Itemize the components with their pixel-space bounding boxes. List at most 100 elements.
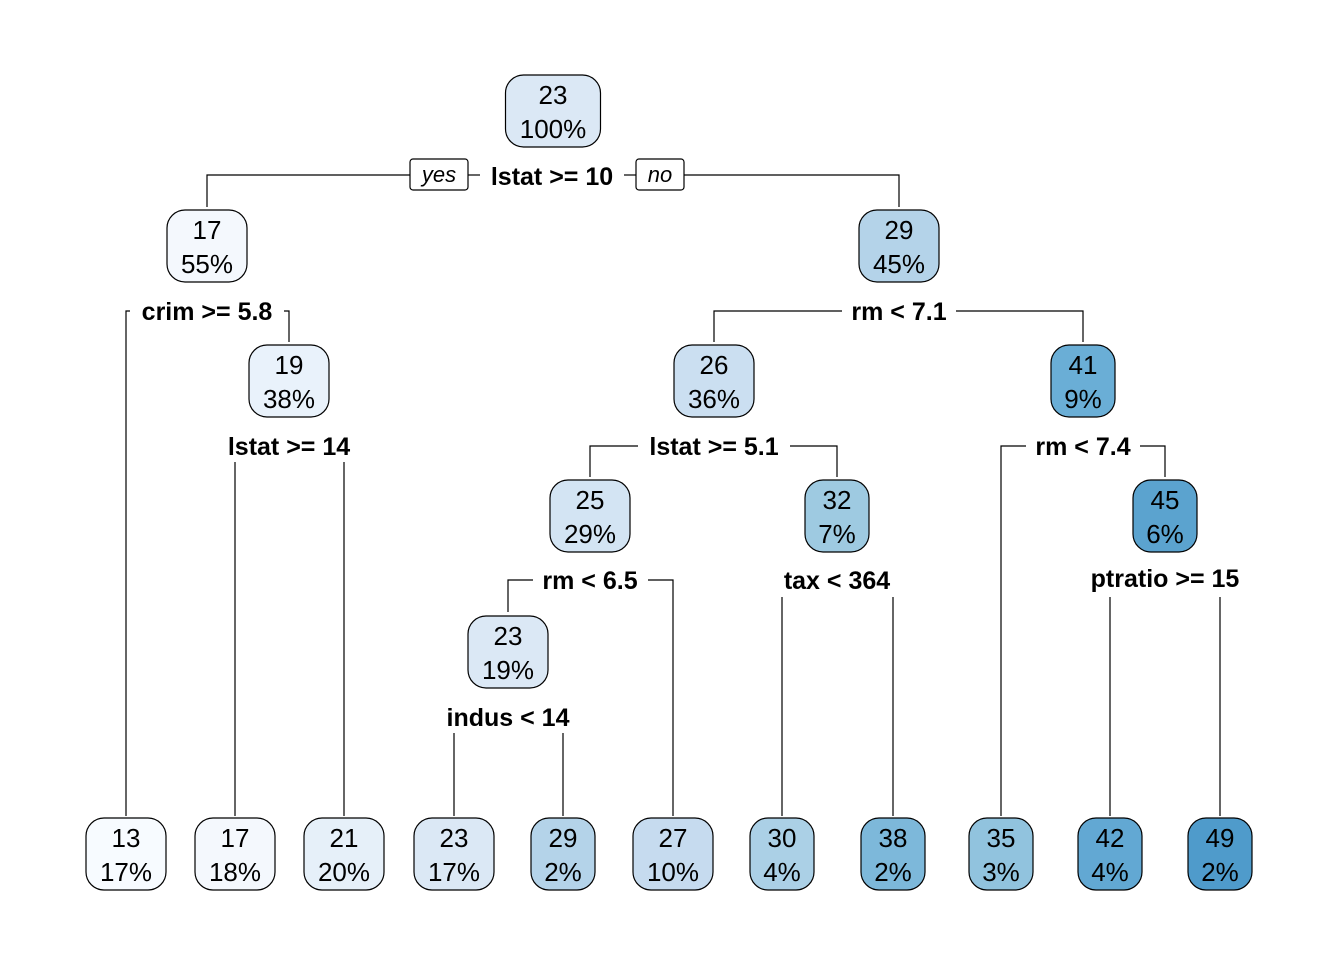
split-root: lstat >= 10 — [491, 163, 613, 191]
leaf-l35-box — [968, 817, 1034, 891]
leaf-l29-box — [530, 817, 596, 891]
split-n25: rm < 6.5 — [542, 567, 637, 595]
split-n45: ptratio >= 15 — [1091, 565, 1240, 593]
edge-n25-left — [507, 579, 533, 612]
node-n19-box — [248, 344, 330, 418]
edge-n25-right — [648, 579, 674, 816]
leaf-l13-box — [85, 817, 167, 891]
leaf-l30-box — [749, 817, 815, 891]
split-n26: lstat >= 5.1 — [649, 433, 778, 461]
leaf-l13-value: 13 — [112, 823, 141, 853]
leaf-l49-value: 49 — [1206, 823, 1235, 853]
edge-n17-left — [125, 310, 130, 816]
leaf-l17-box — [194, 817, 276, 891]
node-n41-value: 41 — [1069, 350, 1098, 380]
leaf-l38-value: 38 — [879, 823, 908, 853]
edge-root-right — [684, 174, 900, 207]
node-n26-box — [673, 344, 755, 418]
split-labels: lstat >= 10 crim >= 5.8 rm < 7.1 lstat >… — [142, 163, 1240, 732]
node-n45-percent: 6% — [1146, 519, 1184, 549]
leaf-l21-value: 21 — [330, 823, 359, 853]
node-n45: 45 6% — [1132, 479, 1198, 553]
node-n45-box — [1132, 479, 1198, 553]
node-root-box — [504, 74, 602, 148]
node-n19-percent: 38% — [263, 384, 315, 414]
leaf-l42-percent: 4% — [1091, 857, 1129, 887]
node-n26-percent: 36% — [688, 384, 740, 414]
node-n32: 32 7% — [804, 479, 870, 553]
node-n32-value: 32 — [823, 485, 852, 515]
leaf-l23-box — [413, 817, 495, 891]
leaf-l27: 27 10% — [632, 817, 714, 891]
yes-tag: yes — [409, 158, 469, 191]
node-n19: 19 38% — [248, 344, 330, 418]
node-root-value: 23 — [539, 80, 568, 110]
leaf-l29-value: 29 — [549, 823, 578, 853]
node-n25-percent: 29% — [564, 519, 616, 549]
edge-n29-right — [956, 310, 1084, 342]
leaf-l49-box — [1187, 817, 1253, 891]
leaf-l23-percent: 17% — [428, 857, 480, 887]
node-n19-value: 19 — [275, 350, 304, 380]
split-n41: rm < 7.4 — [1035, 433, 1130, 461]
node-n23b-box — [467, 615, 549, 689]
node-n29: 29 45% — [858, 209, 940, 283]
leaf-l49: 49 2% — [1187, 817, 1253, 891]
no-tag: no — [635, 158, 685, 191]
node-n25-value: 25 — [576, 485, 605, 515]
node-n25: 25 29% — [549, 479, 631, 553]
edge-n41-right — [1140, 445, 1166, 477]
node-n17-box — [166, 209, 248, 283]
node-n32-percent: 7% — [818, 519, 856, 549]
leaf-l23: 23 17% — [413, 817, 495, 891]
node-n26: 26 36% — [673, 344, 755, 418]
leaf-l42-box — [1077, 817, 1143, 891]
node-n17-percent: 55% — [181, 249, 233, 279]
node-root-percent: 100% — [520, 114, 587, 144]
leaf-l30-value: 30 — [768, 823, 797, 853]
node-n17: 17 55% — [166, 209, 248, 283]
node-n32-box — [804, 479, 870, 553]
split-n17: crim >= 5.8 — [142, 298, 273, 326]
split-n19: lstat >= 14 — [228, 433, 350, 461]
leaf-l27-percent: 10% — [647, 857, 699, 887]
edge-n41-left — [1000, 445, 1026, 816]
leaf-l42-value: 42 — [1096, 823, 1125, 853]
node-n29-box — [858, 209, 940, 283]
leaf-l42: 42 4% — [1077, 817, 1143, 891]
node-n17-value: 17 — [193, 215, 222, 245]
node-n29-value: 29 — [885, 215, 914, 245]
node-n23b-percent: 19% — [482, 655, 534, 685]
leaf-l17-percent: 18% — [209, 857, 261, 887]
node-n41-percent: 9% — [1064, 384, 1102, 414]
edge-n17-right — [284, 310, 290, 342]
leaf-l30: 30 4% — [749, 817, 815, 891]
node-n23b: 23 19% — [467, 615, 549, 689]
tree-edges — [125, 174, 1221, 816]
node-n23b-value: 23 — [494, 621, 523, 651]
leaf-l29-percent: 2% — [544, 857, 582, 887]
leaf-l27-value: 27 — [659, 823, 688, 853]
node-root: 23 100% — [504, 74, 602, 148]
edge-n26-right — [790, 445, 838, 477]
no-label: no — [648, 162, 672, 187]
split-n23b: indus < 14 — [447, 704, 570, 732]
node-n41-box — [1050, 344, 1116, 418]
leaf-l13-percent: 17% — [100, 857, 152, 887]
leaf-l21-box — [303, 817, 385, 891]
leaf-l38-percent: 2% — [874, 857, 912, 887]
yes-label: yes — [420, 162, 456, 187]
leaf-l30-percent: 4% — [763, 857, 801, 887]
leaf-l23-value: 23 — [440, 823, 469, 853]
leaf-l21-percent: 20% — [318, 857, 370, 887]
node-n26-value: 26 — [700, 350, 729, 380]
split-n29: rm < 7.1 — [851, 298, 946, 326]
edge-n26-left — [589, 445, 638, 477]
leaf-l29: 29 2% — [530, 817, 596, 891]
node-n45-value: 45 — [1151, 485, 1180, 515]
tree-nodes: 23 100% 17 55% 29 45% 19 38% 26 36% 41 9… — [85, 74, 1253, 891]
edge-root-left — [206, 174, 410, 207]
leaf-l35-percent: 3% — [982, 857, 1020, 887]
leaf-l49-percent: 2% — [1201, 857, 1239, 887]
